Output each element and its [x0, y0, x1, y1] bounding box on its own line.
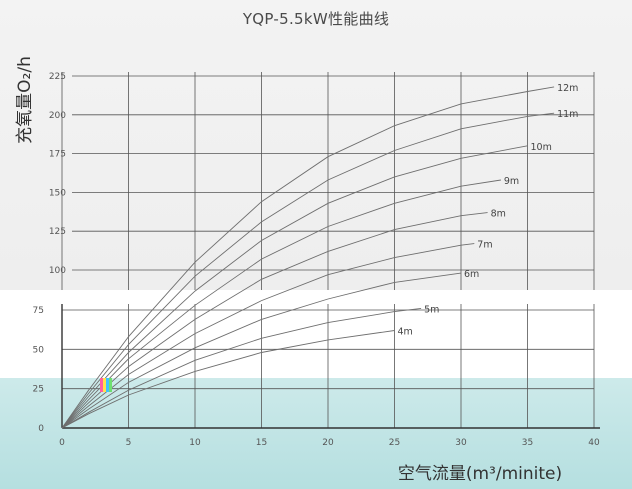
color-marker	[100, 378, 112, 392]
x-tick-label-35: 35	[522, 438, 533, 448]
upper-panel	[0, 0, 632, 290]
curve-6m	[61, 272, 462, 429]
marker-stripe-1	[100, 378, 103, 392]
x-tick-label-40: 40	[588, 438, 600, 448]
y-tick-label-125: 125	[49, 227, 66, 237]
curve-label-5m: 5m	[424, 304, 439, 315]
y-tick-label-50: 50	[33, 345, 45, 355]
curve-5m	[61, 307, 422, 429]
curve-11m	[61, 112, 555, 429]
marker-stripe-4	[109, 378, 112, 392]
x-tick-label-0: 0	[59, 438, 65, 448]
x-tick-label-10: 10	[189, 438, 201, 448]
grid	[61, 72, 600, 429]
x-tick-label-30: 30	[455, 438, 467, 448]
y-tick-label-225: 225	[49, 72, 66, 82]
marker-stripe-3	[106, 378, 109, 392]
curve-label-9m: 9m	[504, 176, 519, 187]
y-tick-label-75: 75	[33, 306, 44, 316]
curve-label-11m: 11m	[557, 109, 578, 120]
curve-4m	[61, 330, 395, 429]
curve-10m	[61, 145, 528, 429]
curve-label-8m: 8m	[491, 209, 506, 220]
x-tick-label-25: 25	[389, 438, 400, 448]
tick-labels: 0 5 10 15 20 25 30 35 40 0 25 50 75 100 125 150 175 200 22…	[33, 72, 600, 448]
y-tick-label-100: 100	[49, 266, 66, 276]
curve-label-4m: 4m	[398, 326, 413, 337]
x-tick-label-15: 15	[256, 438, 267, 448]
curve-label-12m: 12m	[557, 83, 578, 94]
curve-labels: 12m 11m 10m 9m 8m 7m 6m 5m 4m	[398, 83, 579, 338]
curve-label-7m: 7m	[477, 240, 492, 251]
y-tick-label-175: 175	[49, 150, 66, 160]
y-tick-label-150: 150	[49, 188, 66, 198]
teal-overlay-band	[0, 378, 632, 489]
y-axis-label: 充氧量O₂/h	[15, 56, 35, 144]
y-tick-label-0: 0	[38, 424, 44, 434]
x-axis-label: 空气流量(m³/minite)	[398, 464, 562, 484]
curve-8m	[61, 212, 488, 429]
curve-label-6m: 6m	[464, 269, 479, 280]
x-tick-label-5: 5	[126, 438, 132, 448]
x-tick-label-20: 20	[322, 438, 334, 448]
y-tick-label-25: 25	[33, 385, 44, 395]
curve-label-10m: 10m	[531, 142, 552, 153]
performance-curves	[61, 86, 555, 429]
chart-title: YQP-5.5kW性能曲线	[242, 10, 389, 28]
curve-12m	[61, 86, 555, 429]
middle-panel	[0, 290, 632, 378]
y-tick-label-200: 200	[49, 111, 66, 121]
curve-7m	[61, 243, 475, 429]
marker-stripe-2	[103, 378, 106, 392]
